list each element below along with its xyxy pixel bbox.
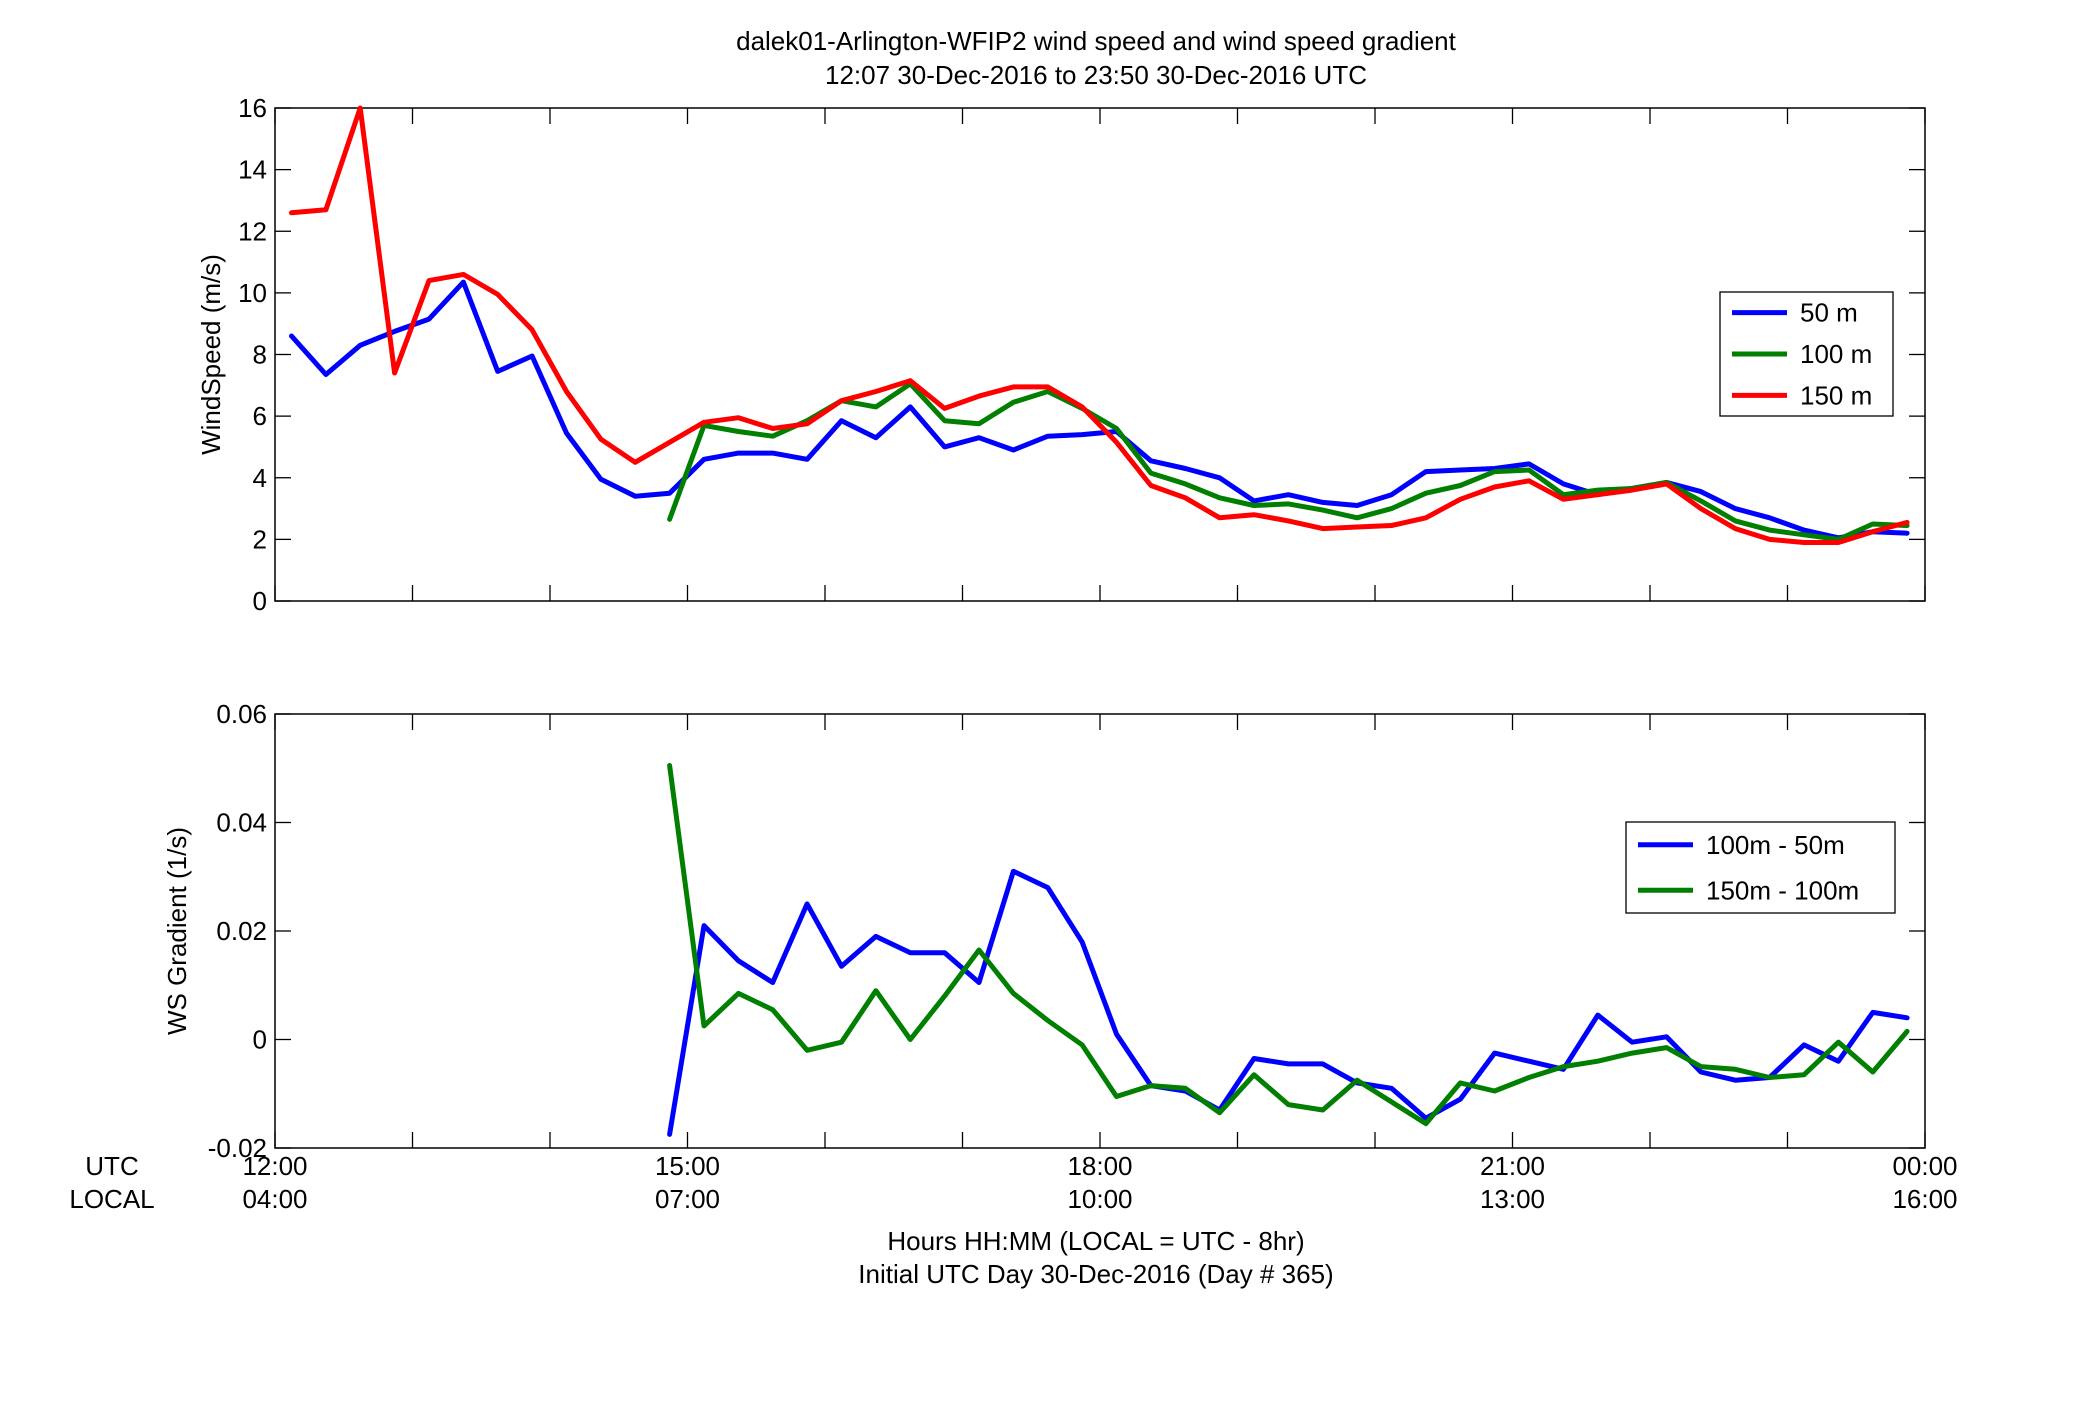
gradient-series-100m-50m-line bbox=[667, 868, 1910, 1137]
x-tick-label-utc: 12:00 bbox=[242, 1151, 307, 1181]
windspeed-legend-label-100-m: 100 m bbox=[1800, 339, 1872, 369]
x-tick-label-local: 04:00 bbox=[242, 1184, 307, 1214]
x-tick-label-utc: 18:00 bbox=[1067, 1151, 1132, 1181]
windspeed-y-tick-label: 10 bbox=[238, 278, 267, 308]
x-axis-label: Hours HH:MM (LOCAL = UTC - 8hr) bbox=[887, 1226, 1304, 1256]
x-tick-label-utc: 00:00 bbox=[1892, 1151, 1957, 1181]
x-tick-label-local: 16:00 bbox=[1892, 1184, 1957, 1214]
x-axis-sublabel: Initial UTC Day 30-Dec-2016 (Day # 365) bbox=[858, 1259, 1333, 1289]
windspeed-y-tick-label: 4 bbox=[253, 463, 267, 493]
windspeed-y-tick-label: 14 bbox=[238, 155, 267, 185]
x-tick-label-local: 13:00 bbox=[1480, 1184, 1545, 1214]
gradient-y-axis-label: WS Gradient (1/s) bbox=[162, 827, 192, 1035]
gradient-legend-label-100m-50m: 100m - 50m bbox=[1706, 830, 1845, 860]
gradient-y-tick-label: 0.04 bbox=[216, 808, 267, 838]
gradient-axes: -0.02 0 0.02 0.04 0.06 WS Gradient (1/s) 100m … bbox=[162, 699, 1926, 1163]
local-row-label: LOCAL bbox=[69, 1184, 154, 1214]
x-tick-label-utc: 15:00 bbox=[655, 1151, 720, 1181]
windspeed-y-tick-label: 2 bbox=[253, 524, 267, 554]
x-tick-label-local: 10:00 bbox=[1067, 1184, 1132, 1214]
gradient-y-tick-label: -0.02 bbox=[208, 1133, 267, 1163]
windspeed-y-tick-label: 12 bbox=[238, 216, 267, 246]
windspeed-series-150-m-line bbox=[289, 105, 1910, 545]
windspeed-y-tick-label: 0 bbox=[253, 586, 267, 616]
x-tick-label-local: 07:00 bbox=[655, 1184, 720, 1214]
gradient-y-tick-label: 0 bbox=[253, 1025, 267, 1055]
windspeed-y-tick-label: 8 bbox=[253, 340, 267, 370]
x-tick-label-utc: 21:00 bbox=[1480, 1151, 1545, 1181]
gradient-series-150m-100m-line bbox=[667, 763, 1910, 1127]
windspeed-y-tick-label: 16 bbox=[238, 93, 267, 123]
gradient-y-tick-label: 0.02 bbox=[216, 916, 267, 946]
utc-row-label: UTC bbox=[85, 1151, 138, 1181]
windspeed-series-100-m-line bbox=[667, 381, 1910, 542]
chart-subtitle: 12:07 30-Dec-2016 to 23:50 30-Dec-2016 U… bbox=[825, 60, 1367, 90]
gradient-legend-box bbox=[1625, 821, 1896, 914]
windspeed-y-tick-label: 6 bbox=[253, 401, 267, 431]
gradient-legend-label-150m-100m: 150m - 100m bbox=[1706, 875, 1859, 905]
windspeed-legend-label-50-m: 50 m bbox=[1800, 298, 1858, 328]
windspeed-axes: 0 2 4 6 8 10 12 14 16 WindSpeed (m/s) 50 m 100 m 150… bbox=[196, 93, 1926, 616]
gradient-legend: 100m - 50m 150m - 100m bbox=[1625, 821, 1896, 914]
windspeed-legend-label-150-m: 150 m bbox=[1800, 380, 1872, 410]
windspeed-legend: 50 m 100 m 150 m bbox=[1719, 291, 1894, 417]
chart-title: dalek01-Arlington-WFIP2 wind speed and w… bbox=[736, 26, 1457, 56]
gradient-y-tick-label: 0.06 bbox=[216, 699, 267, 729]
windspeed-y-axis-label: WindSpeed (m/s) bbox=[196, 254, 226, 455]
